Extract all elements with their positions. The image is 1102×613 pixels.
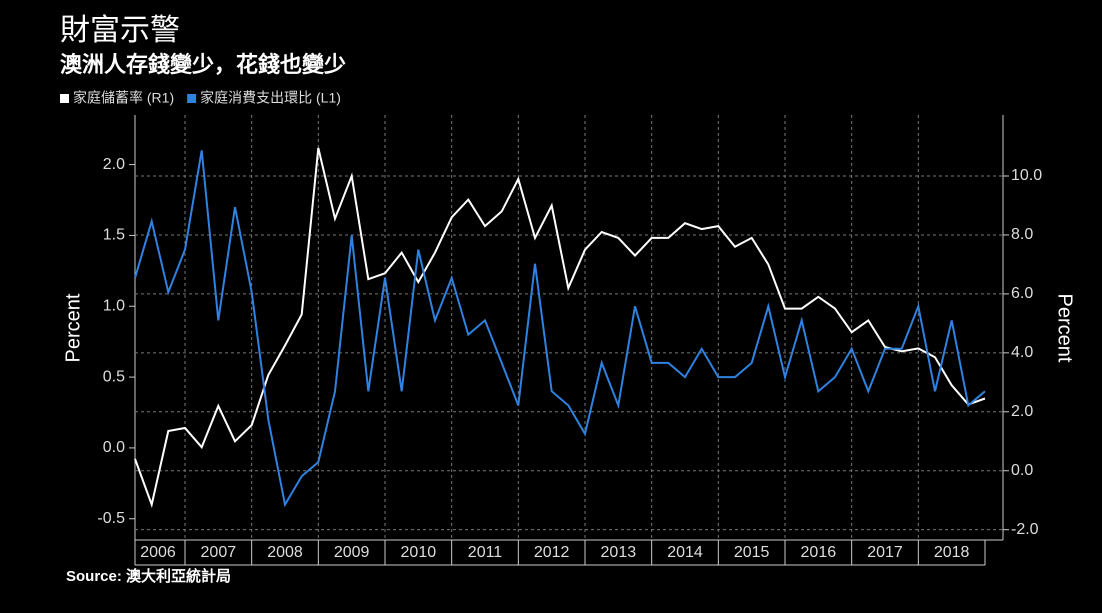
y-tick-label: 1.0	[103, 297, 125, 314]
y-tick-label: 0.5	[103, 368, 125, 385]
series-line	[134, 147, 986, 509]
y-tick-label: 0.0	[103, 439, 125, 456]
x-tick-label: 2018	[934, 544, 970, 561]
y2-tick-label: 10.0	[1011, 167, 1042, 184]
x-tick-label: 2009	[334, 544, 370, 561]
y2-tick-label: 4.0	[1011, 344, 1033, 361]
chart-title: 財富示警	[60, 14, 180, 47]
x-tick-label: 2006	[140, 544, 176, 561]
x-tick-label: 2012	[534, 544, 570, 561]
source: Source: 澳大利亞統計局	[66, 567, 231, 585]
x-tick-label: 2010	[401, 544, 437, 561]
x-tick-label: 2013	[601, 544, 637, 561]
x-tick-label: 2011	[468, 544, 503, 561]
y-axis-label: Percent	[62, 293, 84, 362]
y-tick-label: 1.5	[103, 227, 125, 244]
y2-tick-label: 2.0	[1011, 403, 1033, 420]
x-tick-label: 2015	[734, 544, 770, 561]
series-line	[134, 150, 986, 508]
legend-label: 家庭儲蓄率 (R1)	[73, 90, 174, 106]
y2-axis-label: Percent	[1054, 294, 1076, 363]
chart-subtitle: 澳洲人存錢變少，花錢也變少	[60, 52, 346, 77]
y-tick-label: -0.5	[97, 510, 125, 527]
y2-tick-label: 8.0	[1011, 226, 1033, 243]
x-tick-label: 2008	[267, 544, 303, 561]
x-tick-label: 2016	[801, 544, 837, 561]
legend-swatch	[187, 94, 197, 103]
x-tick-label: 2017	[867, 544, 903, 561]
x-tick-label: 2007	[201, 544, 237, 561]
y2-tick-label: 0.0	[1011, 462, 1033, 479]
y-tick-label: 2.0	[103, 156, 125, 173]
x-tick-label: 2014	[667, 544, 703, 561]
legend-label: 家庭消費支出環比 (L1)	[200, 90, 341, 106]
legend-swatch	[60, 94, 69, 103]
y2-tick-label: 6.0	[1011, 285, 1033, 302]
y2-tick-label: -2.0	[1011, 521, 1039, 538]
